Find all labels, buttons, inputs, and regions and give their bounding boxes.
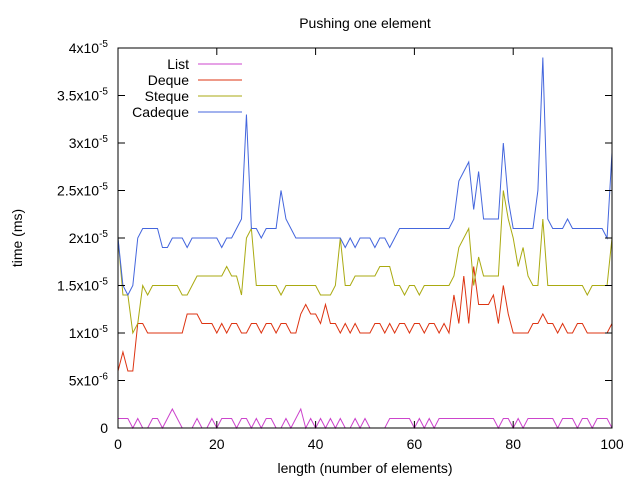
series-line-deque bbox=[117, 266, 613, 372]
y-tick-label: 2x10-5 bbox=[69, 229, 109, 246]
y-axis-label: time (ms) bbox=[9, 209, 25, 267]
x-tick-label: 80 bbox=[505, 436, 521, 452]
series-layer bbox=[117, 57, 613, 430]
series-line-steque bbox=[117, 190, 613, 335]
ticks-layer: 0 20 40 60 80 100 0 5x10-6 1x10-5 1.5x10-5 2x10-5 2… bbox=[57, 39, 624, 452]
x-tick-label: 100 bbox=[600, 436, 624, 452]
y-tick-label: 2.5x10-5 bbox=[57, 182, 108, 199]
y-tick-label: 3.5x10-5 bbox=[57, 87, 108, 104]
y-tick-label: 1.5x10-5 bbox=[57, 277, 108, 294]
legend-label-steque: Steque bbox=[145, 88, 190, 104]
x-tick-label: 0 bbox=[114, 436, 122, 452]
chart-title: Pushing one element bbox=[299, 15, 431, 31]
series-line-cadeque bbox=[117, 57, 613, 297]
legend-label-deque: Deque bbox=[148, 72, 189, 88]
x-tick-label: 40 bbox=[308, 436, 324, 452]
x-tick-label: 20 bbox=[209, 436, 225, 452]
y-tick-label: 1x10-5 bbox=[69, 324, 109, 341]
legend-label-list: List bbox=[167, 56, 189, 72]
x-axis-label: length (number of elements) bbox=[277, 460, 452, 476]
legend-label-cadeque: Cadeque bbox=[132, 104, 189, 120]
x-tick-label: 60 bbox=[407, 436, 423, 452]
y-tick-label: 4x10-5 bbox=[69, 39, 109, 56]
y-tick-label: 3x10-5 bbox=[69, 134, 109, 151]
y-tick-label: 5x10-6 bbox=[69, 372, 109, 389]
y-tick-label: 0 bbox=[100, 420, 108, 436]
series-line-list bbox=[118, 407, 613, 430]
